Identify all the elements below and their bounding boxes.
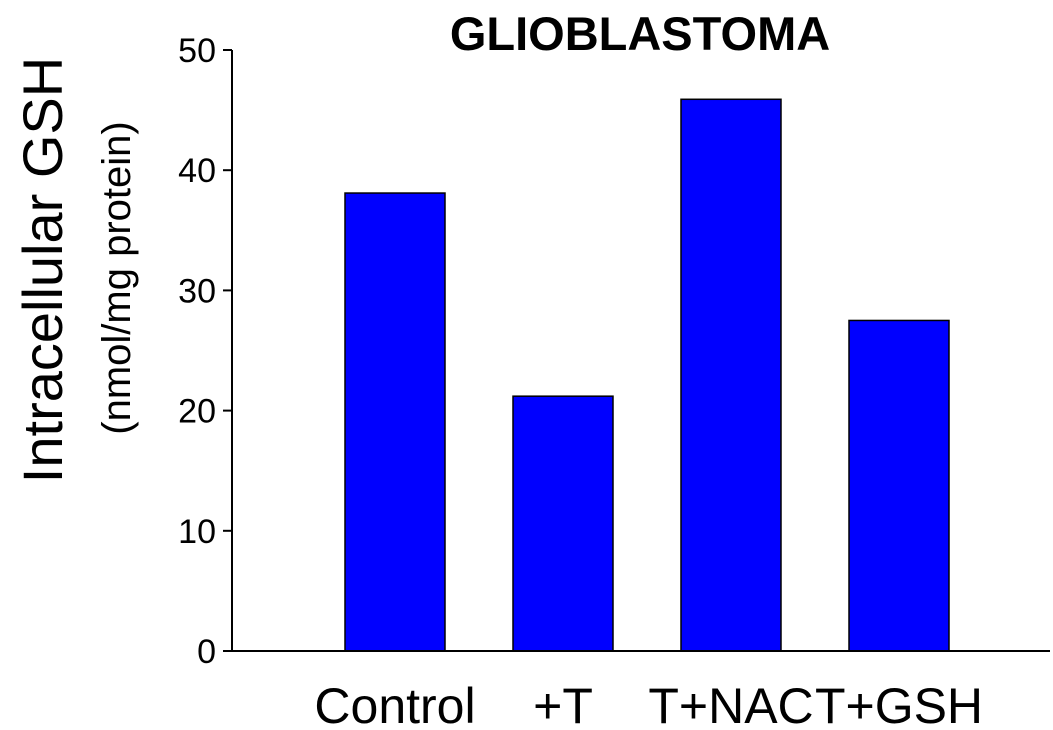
- bar-control: [344, 192, 446, 652]
- bars: [344, 98, 950, 652]
- x-axis: Control +T T+NAC T+GSH: [232, 650, 1050, 730]
- y-tick-label-0: 0: [197, 633, 216, 671]
- y-tick-label-40: 40: [178, 152, 216, 190]
- x-tick-label-t: +T: [533, 678, 593, 730]
- y-tick-label-20: 20: [178, 393, 216, 431]
- x-tick-label-t-nac: T+NAC: [648, 678, 813, 730]
- y-axis-unit-label: (nmol/mg protein): [95, 121, 139, 434]
- x-tick-label-t-gsh: T+GSH: [815, 678, 983, 730]
- y-tick-label-30: 30: [178, 272, 216, 310]
- y-tick-label-10: 10: [178, 513, 216, 551]
- bar-t-gsh: [848, 319, 950, 652]
- x-tick-label-control: Control: [314, 678, 475, 730]
- y-axis-label: Intracellular GSH: [11, 57, 74, 483]
- chart-title: GLIOBLASTOMA: [450, 7, 830, 60]
- y-tick-label-50: 50: [178, 32, 216, 70]
- bar-t: [512, 395, 614, 652]
- bar-t-nac: [680, 98, 782, 652]
- y-axis: 0 10 20 30 40 50: [178, 32, 233, 671]
